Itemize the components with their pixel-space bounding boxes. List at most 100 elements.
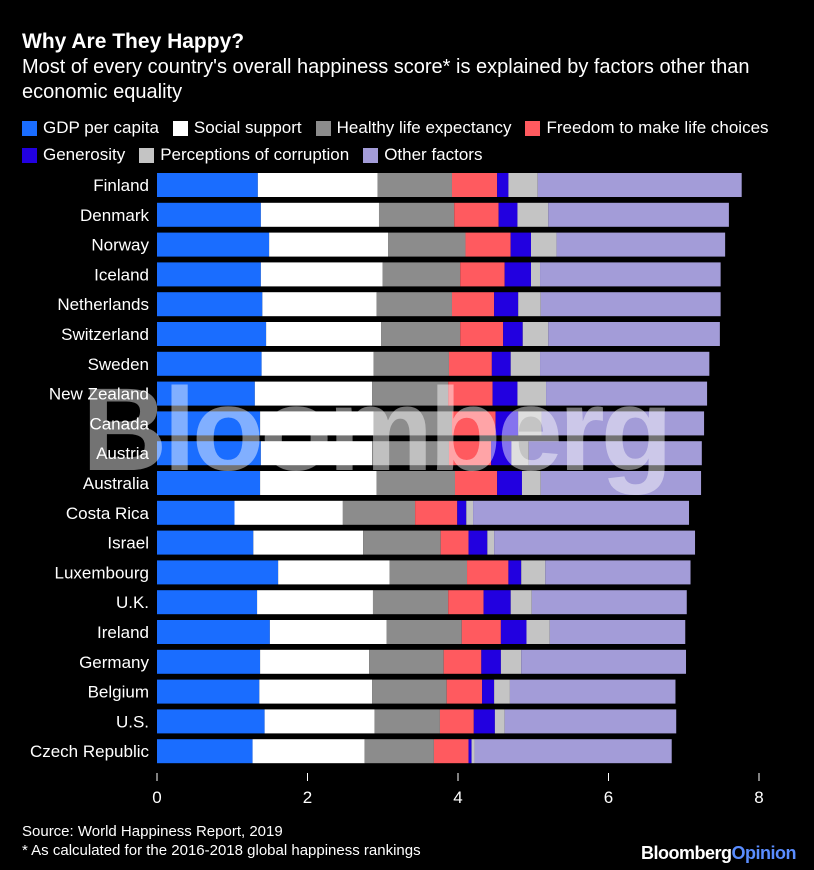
bar-segment [500, 649, 522, 674]
bar-segment [518, 411, 542, 436]
bar-segment [517, 202, 549, 227]
bar-segment [364, 739, 434, 764]
category-label: U.S. [116, 712, 149, 731]
legend-swatch [22, 147, 37, 163]
category-label: New Zealand [49, 385, 149, 404]
bar-segment [467, 560, 509, 585]
bar-segment [262, 292, 377, 317]
source-text: Source: World Happiness Report, 2019 [22, 823, 283, 840]
bar-segment [389, 560, 468, 585]
bar-segment [495, 411, 519, 436]
bar-segment [386, 620, 462, 644]
bar-segment [234, 500, 343, 525]
bar-segment [443, 649, 482, 674]
bar-segment [473, 500, 690, 525]
bar-segment [517, 381, 547, 406]
bar-segment [500, 620, 527, 644]
bar-segment [254, 381, 373, 406]
bar-segment [530, 232, 557, 257]
legend-item: Perceptions of corruption [139, 145, 349, 165]
bar-segment [157, 292, 263, 317]
bar-segment [157, 471, 261, 495]
legend-item: GDP per capita [22, 118, 159, 138]
legend-swatch [22, 120, 37, 136]
bar-segment [548, 322, 720, 346]
category-label: Australia [83, 474, 150, 493]
legend-item: Other factors [363, 145, 482, 165]
bar-segment [508, 173, 538, 197]
bar-segment [257, 590, 373, 615]
source-note: Source: World Happiness Report, 2019 * A… [22, 822, 421, 860]
legend-item: Generosity [22, 145, 125, 165]
x-tick-label: 8 [754, 788, 763, 807]
bar-segment [473, 709, 495, 734]
bar-segment [483, 590, 511, 615]
bar-segment [460, 322, 504, 346]
bar-segment [481, 649, 501, 674]
bar-segment [260, 262, 383, 287]
bar-segment [540, 292, 721, 317]
bar-segment [498, 202, 518, 227]
bar-segment [471, 739, 475, 764]
bar-segment [363, 530, 441, 555]
stacked-bar-chart: Finland Denmark Norway Iceland Netherlands Sw… [30, 173, 764, 807]
bar-segment [492, 381, 518, 406]
bar-segment [376, 292, 452, 317]
bar-segment [510, 590, 532, 615]
bar-segment [269, 232, 389, 257]
bar-segment [522, 322, 549, 346]
bar-segment [549, 620, 686, 644]
bar-segment [157, 441, 261, 466]
category-label: U.K. [116, 593, 149, 612]
bar-segment [260, 649, 370, 674]
bar-segment [157, 620, 270, 644]
bar-segment [491, 351, 511, 376]
bar-segment [446, 679, 483, 704]
bar-segment [157, 381, 255, 406]
category-label: Costa Rica [66, 504, 150, 523]
bar-segment [372, 381, 449, 406]
category-label: Denmark [80, 206, 149, 225]
bar-segment [372, 590, 449, 615]
bar-segment [509, 679, 676, 704]
bar-segment [548, 202, 729, 227]
chart-title: Why Are They Happy? [22, 30, 245, 53]
category-label: Belgium [88, 683, 149, 702]
category-label: Switzerland [61, 325, 149, 344]
bar-segment [157, 262, 261, 287]
footnote-text: * As calculated for the 2016-2018 global… [22, 842, 421, 859]
bar-segment [264, 709, 375, 734]
bar-segment [260, 202, 379, 227]
bar-segment [157, 649, 261, 674]
category-label: Netherlands [57, 295, 149, 314]
bar-segment [494, 292, 519, 317]
bar-segment [531, 590, 687, 615]
bar-segment [439, 709, 474, 734]
bar-segment [157, 530, 254, 555]
bar-segment [510, 351, 541, 376]
bar-segment [260, 411, 374, 436]
bar-segment [260, 441, 373, 466]
bar-segment [494, 709, 505, 734]
bar-segment [372, 441, 449, 466]
legend-swatch [363, 147, 379, 163]
bar-segment [448, 381, 493, 406]
bar-segment [278, 560, 390, 585]
bar-segment [372, 679, 447, 704]
bar-segment [521, 471, 541, 495]
legend-swatch [172, 120, 188, 136]
category-label: Austria [96, 444, 149, 463]
bar-segment [494, 530, 696, 555]
bar-segment [510, 232, 531, 257]
legend-label: Other factors [384, 145, 483, 164]
bar-segment [487, 530, 495, 555]
bar-segment [440, 530, 469, 555]
bar-segment [266, 322, 382, 346]
bar-segment [491, 441, 512, 466]
bar-segment [157, 709, 265, 734]
legend-swatch [525, 120, 541, 136]
bar-segment [157, 322, 267, 346]
legend-label: Social support [193, 118, 302, 137]
legend-item: Social support [172, 118, 302, 138]
bar-segment [546, 381, 708, 406]
